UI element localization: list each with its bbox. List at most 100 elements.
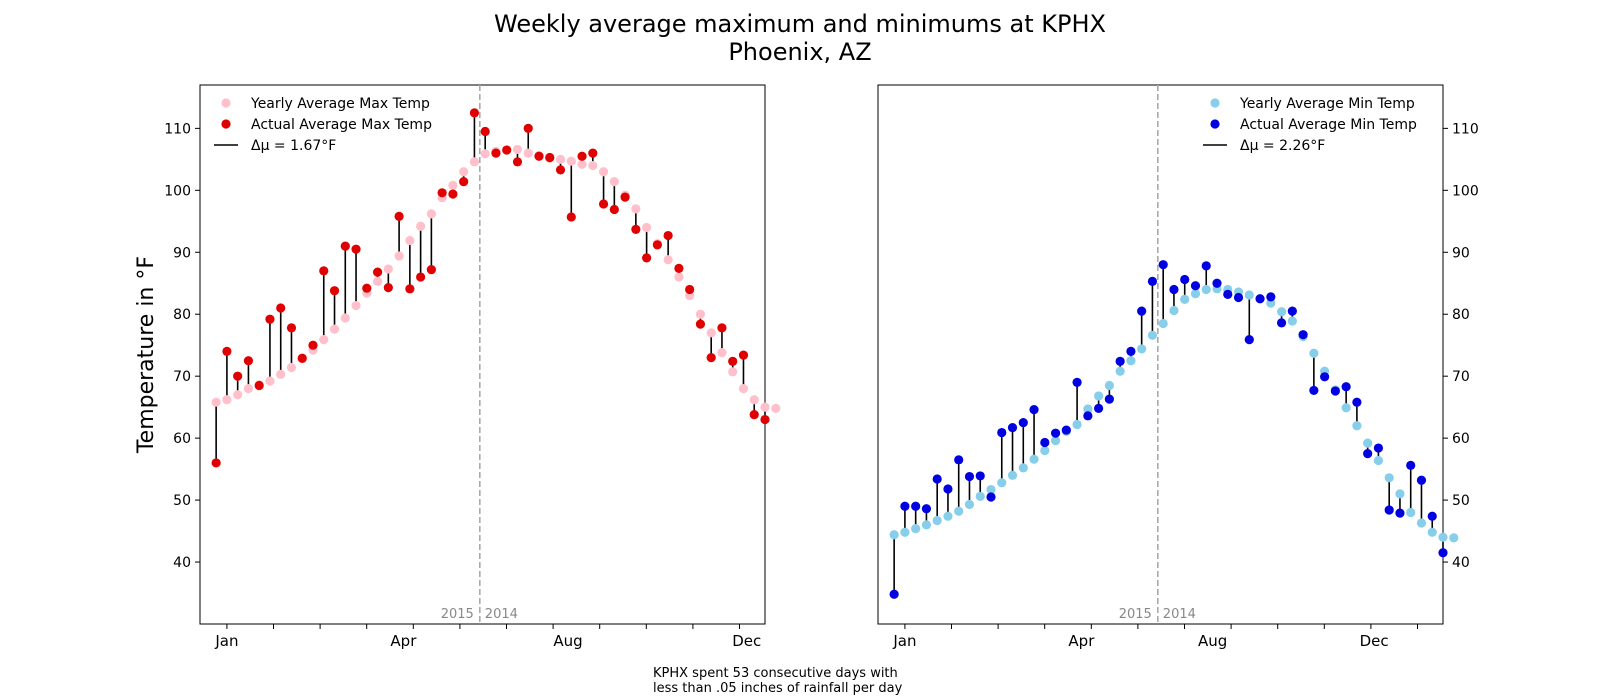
left-avg-point — [405, 235, 415, 246]
left-avg-point — [329, 324, 340, 334]
right-avg-point — [1180, 294, 1190, 304]
right-avg-point — [1094, 391, 1104, 401]
left-avg-point — [351, 300, 361, 311]
right-avg-point — [1384, 473, 1394, 483]
left-legend-entry: Actual Average Max Temp — [251, 117, 432, 133]
right-avg-point — [1137, 344, 1147, 354]
left-actual-point — [663, 230, 673, 241]
left-ytick-label: 40 — [173, 555, 191, 571]
left-actual-point — [523, 123, 533, 133]
right-actual-point — [889, 589, 899, 599]
right-legend-entry: Yearly Average Min Temp — [1239, 96, 1415, 112]
left-avg-point — [523, 148, 533, 158]
right-actual-point — [1309, 385, 1319, 396]
right-avg-point — [1438, 532, 1448, 542]
caption-line2: less than .05 inches of rainfall per day — [653, 681, 903, 696]
right-actual-point — [1244, 335, 1254, 345]
figure-title-line1: Weekly average maximum and minimums at K… — [494, 10, 1106, 38]
left-actual-point — [620, 192, 630, 202]
right-actual-point — [932, 474, 942, 484]
left-avg-point — [749, 395, 759, 405]
right-actual-point — [1094, 403, 1104, 413]
right-actual-point — [1438, 548, 1448, 558]
left-ytick-label: 50 — [173, 493, 191, 509]
left-actual-point — [577, 151, 587, 161]
right-actual-point — [1330, 386, 1340, 396]
left-actual-point — [211, 458, 221, 468]
right-actual-point — [1169, 284, 1179, 295]
left-avg-point — [695, 309, 706, 319]
right-avg-point — [1352, 421, 1362, 431]
right-avg-point — [1115, 366, 1125, 376]
right-actual-point — [1018, 418, 1028, 428]
left-avg-point — [222, 395, 232, 405]
right-ytick-label: 80 — [1452, 307, 1470, 323]
right-actual-point — [1266, 292, 1276, 302]
left-xtick-label: Aug — [553, 632, 582, 650]
right-actual-point — [1190, 281, 1201, 291]
left-actual-point — [512, 157, 523, 167]
figure-caption: KPHX spent 53 consecutive days with less… — [653, 666, 902, 696]
left-avg-point — [674, 272, 684, 282]
left-actual-point — [437, 188, 447, 198]
right-actual-point — [1395, 508, 1405, 518]
left-actual-point — [717, 323, 727, 333]
right-avg-point — [1276, 307, 1287, 317]
right-year-label-right: 2014 — [1163, 607, 1196, 622]
right-actual-point — [1083, 411, 1093, 421]
left-avg-point — [717, 348, 727, 358]
right-avg-point — [1373, 455, 1384, 466]
left-year-label-left: 2015 — [441, 607, 474, 622]
left-avg-point — [642, 222, 652, 233]
right-avg-point — [1309, 348, 1319, 358]
right-actual-point — [1320, 372, 1330, 382]
left-avg-point — [372, 276, 383, 286]
right-legend-marker-actual — [1210, 119, 1220, 129]
right-actual-point — [1341, 382, 1351, 392]
right-avg-point — [997, 478, 1007, 488]
right-actual-point — [1137, 306, 1147, 316]
right-xtick-label: Jan — [892, 632, 916, 650]
left-avg-point — [265, 376, 275, 386]
right-actual-point — [1287, 306, 1297, 316]
right-avg-point — [1395, 489, 1405, 499]
right-actual-point — [1384, 505, 1394, 515]
right-legend-marker-avg — [1210, 98, 1220, 108]
left-actual-point — [265, 314, 275, 324]
left-actual-point — [319, 266, 329, 276]
left-avg-point — [588, 160, 598, 171]
right-actual-point — [1363, 449, 1373, 459]
right-legend-entry: Actual Average Min Temp — [1240, 117, 1417, 133]
left-actual-point — [469, 108, 480, 118]
right-actual-point — [1373, 443, 1384, 453]
caption-line1: KPHX spent 53 consecutive days with — [653, 666, 898, 681]
left-avg-point — [728, 367, 738, 377]
left-avg-point — [609, 177, 619, 187]
right-legend: Yearly Average Min Temp Actual Average Mi… — [1203, 96, 1417, 154]
right-avg-point — [1147, 330, 1158, 340]
right-actual-point — [975, 471, 985, 481]
left-actual-point — [243, 356, 254, 366]
left-actual-point — [297, 353, 307, 363]
left-actual-point — [286, 323, 297, 333]
left-actual-point — [448, 189, 458, 199]
left-actual-point — [459, 177, 469, 187]
right-avg-point — [1072, 419, 1082, 430]
left-actual-point — [706, 352, 716, 363]
left-actual-point — [233, 371, 243, 381]
right-avg-point — [954, 506, 964, 516]
left-avg-point — [480, 149, 490, 159]
left-actual-point — [749, 409, 759, 420]
right-actual-point — [900, 501, 910, 511]
right-actual-point — [1416, 475, 1427, 485]
left-actual-point — [545, 152, 555, 163]
left-actual-point — [276, 303, 286, 313]
right-avg-point — [911, 523, 921, 534]
right-actual-point — [1072, 377, 1082, 387]
left-legend-entry: Yearly Average Max Temp — [250, 96, 430, 112]
left-actual-point — [340, 241, 350, 251]
right-ytick-label: 110 — [1452, 121, 1479, 137]
figure-title-line2: Phoenix, AZ — [728, 38, 872, 66]
right-xtick-label: Dec — [1360, 632, 1389, 650]
